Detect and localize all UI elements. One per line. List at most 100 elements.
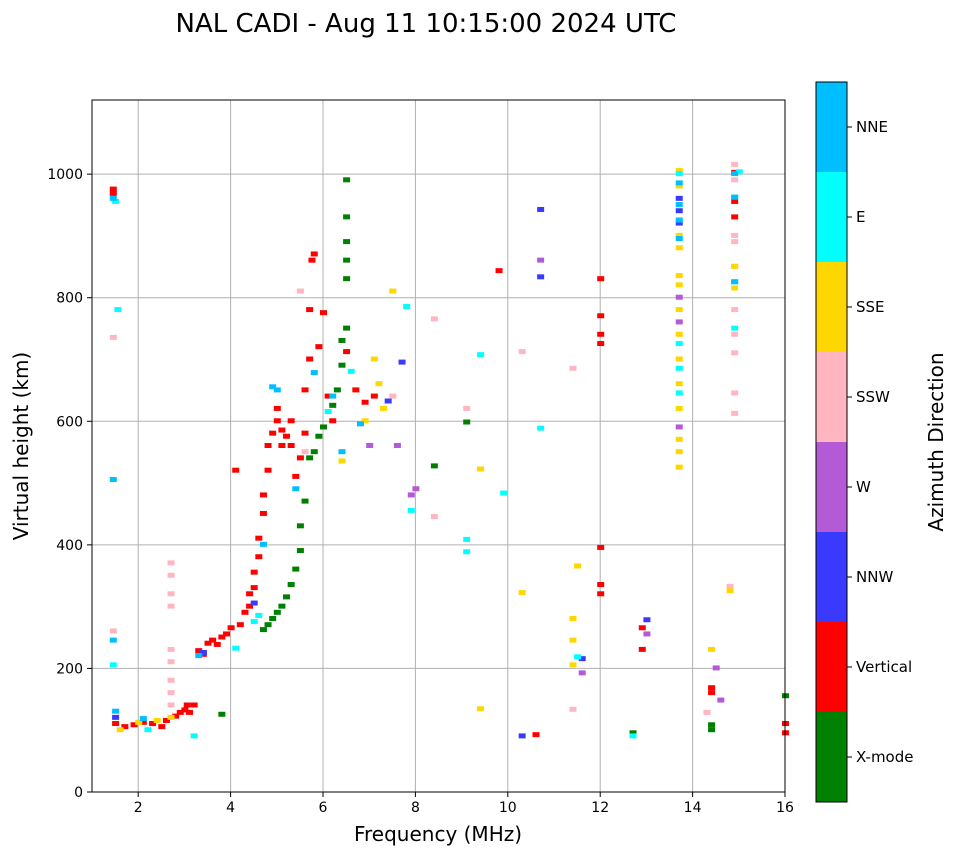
data-point [477, 706, 485, 712]
data-point [112, 198, 120, 204]
data-point [361, 399, 369, 405]
data-point [172, 713, 180, 719]
data-point [310, 370, 318, 376]
series-nne [109, 171, 739, 722]
data-point [246, 591, 254, 597]
data-point [675, 273, 683, 279]
data-point [149, 721, 157, 727]
colorbar-segment [816, 262, 847, 352]
data-point [675, 464, 683, 470]
data-point [518, 590, 526, 596]
series-sse [116, 168, 739, 733]
data-point [463, 536, 471, 542]
data-point [569, 637, 577, 643]
data-point [287, 418, 295, 424]
colorbar-category-label: W [856, 478, 871, 496]
data-point [708, 646, 716, 652]
data-point [250, 619, 258, 625]
data-point [638, 646, 646, 652]
data-point [675, 331, 683, 337]
data-point [537, 257, 545, 263]
data-point [675, 220, 683, 226]
data-point [675, 180, 683, 186]
data-point [495, 268, 503, 274]
data-point [708, 690, 716, 696]
data-point [195, 653, 203, 659]
data-point [287, 443, 295, 448]
data-point [389, 288, 397, 294]
data-point [726, 583, 734, 589]
data-point [731, 161, 739, 167]
y-tick-label: 1000 [47, 167, 83, 183]
data-point [259, 492, 267, 498]
data-point [597, 276, 605, 282]
data-point [370, 393, 378, 399]
data-point [296, 548, 304, 554]
data-point [181, 707, 189, 713]
data-point [370, 356, 378, 362]
data-point [167, 591, 175, 597]
data-point [629, 730, 637, 736]
data-point [167, 714, 175, 720]
data-point [708, 685, 716, 691]
data-point [218, 634, 226, 640]
data-point [167, 677, 175, 683]
colorbar-category-label: NNW [856, 568, 893, 586]
x-tick-label: 4 [226, 800, 235, 816]
data-point [675, 319, 683, 325]
data-point [675, 307, 683, 313]
data-point [731, 194, 739, 200]
colorbar-segment [816, 172, 847, 262]
data-point [273, 405, 281, 411]
data-point [717, 697, 725, 703]
data-point [324, 409, 332, 415]
data-point [209, 637, 217, 643]
data-point [135, 719, 143, 725]
data-point [306, 356, 314, 362]
data-point [255, 535, 263, 541]
data-point [218, 711, 226, 717]
data-point [273, 387, 281, 393]
data-point [283, 433, 291, 439]
data-point [675, 232, 683, 238]
data-point [167, 690, 175, 696]
data-point [675, 356, 683, 362]
data-point [731, 350, 739, 356]
data-point [343, 177, 351, 183]
data-point [412, 486, 420, 492]
colorbar-segment [816, 532, 847, 622]
data-point [675, 236, 683, 242]
data-point [144, 727, 152, 733]
data-point [574, 563, 582, 569]
y-tick-label: 400 [56, 538, 83, 554]
colorbar-segment [816, 712, 847, 802]
data-point [269, 616, 277, 621]
data-point [731, 171, 739, 177]
data-point [109, 190, 117, 196]
data-point [109, 195, 117, 201]
data-point [343, 214, 351, 220]
data-point [121, 724, 129, 730]
data-point [578, 670, 586, 676]
data-point [731, 410, 739, 416]
data-point [430, 316, 438, 322]
x-tick-label: 16 [776, 800, 794, 816]
data-point [597, 544, 605, 550]
data-point [109, 637, 117, 643]
data-point [726, 588, 734, 594]
data-point [518, 349, 526, 355]
data-point [320, 310, 327, 316]
data-point [708, 727, 716, 733]
data-point [597, 313, 605, 319]
data-point [430, 514, 438, 520]
data-point [675, 436, 683, 442]
data-point [186, 709, 194, 715]
data-point [638, 625, 646, 631]
data-point [112, 721, 120, 727]
x-tick-label: 14 [684, 800, 702, 816]
data-point [675, 183, 683, 189]
data-point [222, 631, 230, 637]
data-point [731, 307, 739, 313]
data-point [250, 600, 258, 606]
